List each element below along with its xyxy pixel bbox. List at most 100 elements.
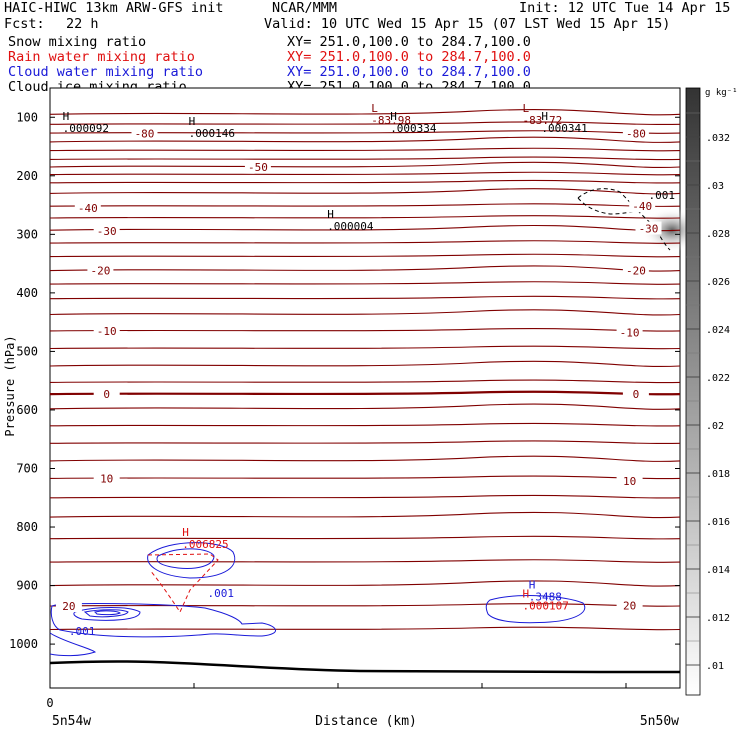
model-title: HAIC-HIWC 13km ARW-GFS init — [4, 0, 224, 16]
colorbar-label: .022 — [706, 373, 730, 384]
org-label: NCAR/MMM — [272, 0, 338, 16]
y-axis-label: Pressure (hPa) — [3, 335, 17, 436]
isotherm-line — [49, 161, 681, 169]
x-tick-label: 0 — [46, 696, 53, 710]
temperature-label-bg — [93, 387, 120, 401]
isotherm-line — [49, 494, 681, 499]
colorbar-fill — [685, 87, 701, 696]
colorbar-label: .028 — [706, 229, 730, 240]
colorbar-unit: g kg⁻¹ — [705, 88, 738, 98]
extremum-symbol: H — [541, 110, 548, 123]
temperature-label-bg — [635, 221, 662, 235]
temperature-label-bg — [131, 126, 158, 140]
temperature-label: 20 — [623, 599, 636, 612]
extremum-value: .000092 — [63, 122, 109, 135]
isotherm-line — [49, 136, 681, 143]
temperature-label: -10 — [97, 325, 117, 338]
isotherm-line — [49, 455, 681, 462]
valid-time: Valid: 10 UTC Wed 15 Apr 15 (07 LST Wed … — [264, 16, 671, 32]
temperature-contours — [49, 109, 681, 631]
rain-water-contours — [147, 553, 219, 614]
field-name-snow: Snow mixing ratio — [8, 34, 147, 50]
extremum-symbol: H — [529, 578, 536, 591]
x-start-label: 5n54w — [52, 714, 91, 729]
colorbar-label: .01 — [706, 661, 724, 672]
isotherm-line — [49, 121, 681, 126]
isotherm-line — [49, 440, 681, 445]
extremum-value: -83.98 — [371, 114, 411, 127]
temperature-label-bg — [93, 471, 120, 485]
isotherm-line — [49, 203, 681, 207]
temperature-label: -80 — [135, 128, 155, 141]
extremum-symbol: H — [189, 115, 196, 128]
temperature-label-bg — [244, 160, 271, 174]
extremum-value: .3488 — [529, 590, 562, 603]
isotherm-line — [49, 171, 681, 176]
isotherm-line — [49, 403, 681, 410]
temperature-label-bg — [93, 223, 120, 237]
temperature-label: -10 — [620, 327, 640, 340]
field-xy-cloud-water: XY= 251.0,100.0 to 284.7,100.0 — [287, 64, 531, 80]
field-name-cloud-water: Cloud water mixing ratio — [8, 64, 204, 80]
isotherm-line — [49, 511, 681, 519]
temperature-label: 10 — [100, 472, 113, 485]
temperature-label: -40 — [78, 202, 98, 215]
extremum-symbol: H — [327, 208, 334, 221]
temperature-label: 0 — [103, 388, 110, 401]
colorbar: g kg⁻¹ .032 .03 .028 .026 .024 .022 .02 .018 .01… — [685, 87, 738, 696]
terrain-line — [49, 660, 680, 674]
colorbar-label: .016 — [706, 517, 730, 528]
isotherm-line — [49, 265, 681, 272]
extremum-value: .000004 — [327, 220, 374, 233]
extrema-label-group: L-83.98L-83.72H.000092H.000146H.000334H.… — [63, 102, 588, 612]
colorbar-label: .032 — [706, 133, 730, 144]
extremum-symbol: L — [523, 102, 530, 115]
temperature-label: -80 — [626, 128, 646, 141]
isotherm-line — [49, 422, 681, 427]
temperature-label-bg — [622, 263, 649, 277]
extremum-value: .006825 — [182, 538, 228, 551]
extremum-value: .000146 — [189, 127, 235, 140]
y-tick-label: 900 — [16, 579, 38, 593]
extremum-symbol: H — [182, 526, 189, 539]
colorbar-label: .018 — [706, 469, 730, 480]
y-tick-label: 500 — [16, 344, 38, 358]
temperature-label: -50 — [248, 161, 268, 174]
y-tick-label: 400 — [16, 286, 38, 300]
y-tick-label: 700 — [16, 461, 38, 475]
extremum-symbol: H — [390, 110, 397, 123]
isotherm-line — [49, 281, 681, 285]
cloud-water-contours — [49, 542, 586, 657]
y-tick-label: 200 — [16, 169, 38, 183]
colorbar-label: .024 — [706, 325, 730, 336]
extremum-value: .000341 — [541, 122, 587, 135]
contour-value-label: .001 — [208, 587, 235, 600]
isotherm-line — [49, 580, 681, 587]
y-tick-label: 800 — [16, 520, 38, 534]
isotherm-line — [49, 156, 681, 161]
extremum-value: .000107 — [523, 599, 569, 612]
contour-value-label: .001 — [69, 625, 96, 638]
temperature-label: 20 — [62, 600, 75, 613]
temperature-label-bg — [616, 598, 643, 612]
colorbar-label: .03 — [706, 181, 724, 192]
y-tick-label: 600 — [16, 403, 38, 417]
isotherm-line — [49, 130, 681, 134]
temperature-label-bg — [616, 325, 643, 339]
extremum-value: .000334 — [390, 122, 437, 135]
contour-value-label: .001 — [649, 189, 676, 202]
isotherm-line — [49, 360, 681, 368]
y-tick-label: 1000 — [9, 637, 38, 651]
temperature-label-bg — [629, 199, 656, 213]
extremum-symbol: L — [371, 102, 378, 115]
x-end-label: 5n50w — [640, 714, 679, 729]
colorbar-label: .014 — [706, 565, 730, 576]
x-axis: 0 — [46, 683, 627, 710]
field-name-rain: Rain water mixing ratio — [8, 49, 195, 65]
isotherm-line — [49, 309, 681, 316]
isotherm-line — [49, 179, 681, 184]
temperature-label: -20 — [90, 265, 110, 278]
isotherm-line — [49, 147, 681, 152]
temperature-label-bg — [87, 263, 114, 277]
contour-label-group: .001 .001 .001 — [69, 189, 675, 638]
